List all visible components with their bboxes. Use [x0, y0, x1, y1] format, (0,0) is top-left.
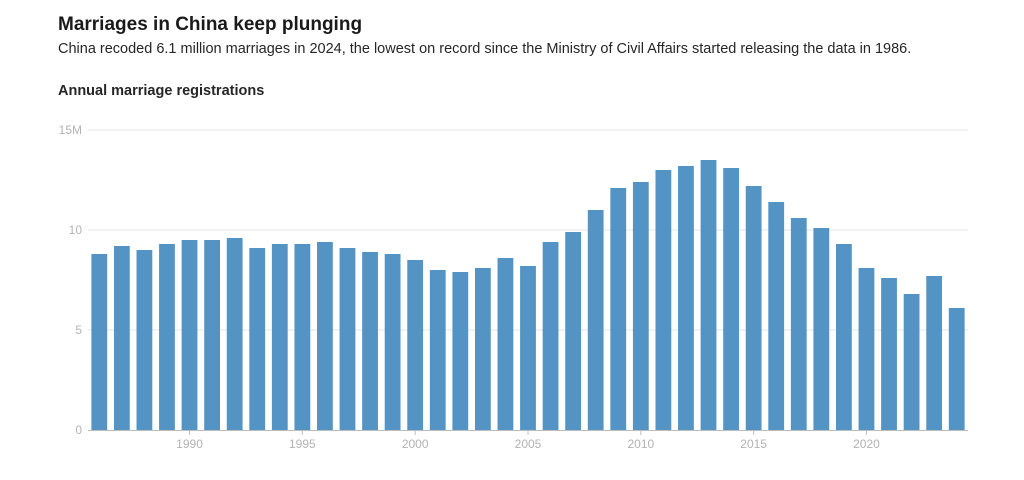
bar-2000: [407, 260, 424, 430]
bar-1994: [271, 244, 288, 430]
chart-heading: Annual marriage registrations: [58, 83, 265, 99]
x-tick-label: 1990: [176, 437, 203, 451]
bar-1987: [113, 246, 130, 430]
bar-2002: [452, 272, 469, 430]
bar-2022: [903, 294, 920, 430]
y-tick-label: 5: [75, 323, 82, 337]
bar-2006: [542, 242, 559, 430]
bar-2024: [948, 308, 965, 430]
bar-1999: [384, 254, 401, 430]
bar-2004: [497, 258, 514, 430]
bar-2015: [745, 186, 762, 430]
bar-1992: [226, 238, 243, 430]
x-tick-label: 1995: [289, 437, 316, 451]
bar-2023: [926, 276, 943, 430]
x-axis: [88, 430, 968, 435]
bar-2011: [655, 170, 672, 430]
y-tick-label: 0: [75, 423, 82, 437]
bar-2007: [565, 232, 582, 430]
bar-1998: [362, 252, 378, 430]
x-tick-label: 2015: [740, 437, 767, 451]
x-tick-label: 2010: [627, 437, 654, 451]
bar-2016: [768, 202, 785, 430]
bar-2014: [723, 168, 739, 430]
bar-2018: [813, 228, 830, 430]
bar-2020: [858, 268, 875, 430]
bar-1991: [204, 240, 220, 430]
bar-1986: [91, 254, 108, 430]
bar-2013: [700, 160, 717, 430]
chart-title: Marriages in China keep plunging: [58, 14, 363, 35]
bars: [91, 160, 965, 430]
y-tick-label: 15M: [59, 123, 82, 137]
bar-1990: [181, 240, 198, 430]
y-axis-labels: 0 5 10 15M: [59, 123, 83, 437]
bar-2010: [632, 182, 649, 430]
bar-1996: [317, 242, 333, 430]
x-tick-label: 2005: [515, 437, 542, 451]
bar-2012: [678, 166, 694, 430]
bar-1997: [339, 248, 356, 430]
x-tick-label: 2000: [402, 437, 429, 451]
bar-2021: [881, 278, 897, 430]
bar-2017: [790, 218, 807, 430]
bar-1995: [294, 244, 311, 430]
bar-2008: [587, 210, 604, 430]
chart-subtitle: China recoded 6.1 million marriages in 2…: [58, 41, 912, 57]
bar-2005: [520, 266, 536, 430]
x-axis-labels: 1990 1995 2000 2005 2010 2015 2020: [176, 437, 880, 451]
bar-2003: [474, 268, 491, 430]
bar-1988: [136, 250, 153, 430]
bar-1989: [159, 244, 175, 430]
bar-1993: [249, 248, 266, 430]
bar-2001: [429, 270, 446, 430]
bar-2019: [836, 244, 852, 430]
bar-2009: [610, 188, 627, 430]
y-tick-label: 10: [69, 223, 83, 237]
x-tick-label: 2020: [853, 437, 880, 451]
